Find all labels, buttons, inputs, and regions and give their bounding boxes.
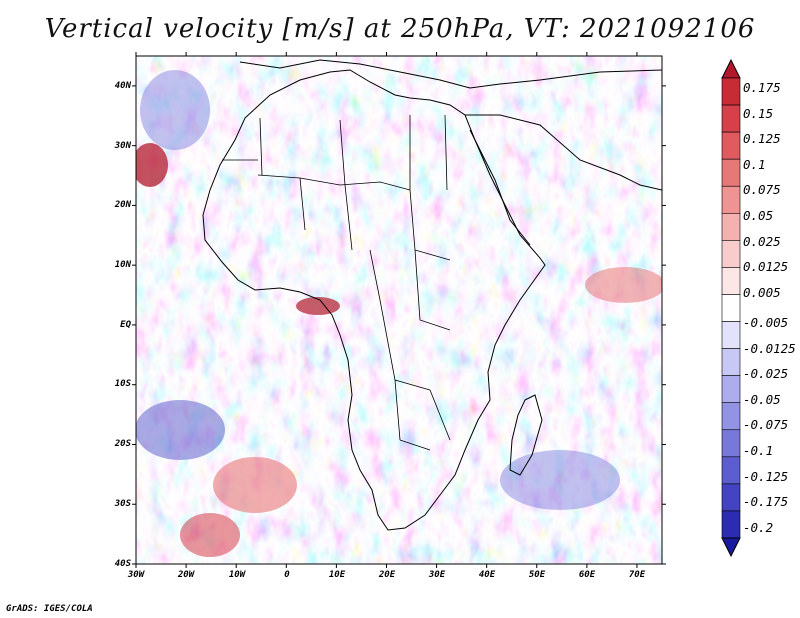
- red-sea-coastline: [469, 129, 531, 246]
- coastlines: [202, 59, 662, 531]
- y-tick-label: 20S: [114, 439, 132, 449]
- x-tick-label: 30E: [428, 570, 446, 580]
- colorbar-segment: [721, 267, 741, 295]
- chart-title: Vertical velocity [m/s] at 250hPa, VT: 2…: [44, 14, 756, 44]
- colorbar-label: 0.05: [743, 208, 773, 223]
- colorbar-segment: [721, 77, 741, 106]
- y-tick-label: 40N: [115, 81, 132, 91]
- colorbar-segment: [721, 185, 741, 214]
- colorbar-segment: [721, 429, 741, 458]
- feature-descent-south-atlantic: [136, 400, 225, 460]
- y-tick-label: 40S: [115, 559, 132, 569]
- plot-frame: [135, 55, 663, 565]
- x-tick-label: 50E: [529, 570, 546, 580]
- y-tick-label: 10S: [115, 379, 132, 389]
- colorbar-segment: [721, 375, 741, 404]
- colorbar-label: -0.05: [743, 392, 781, 407]
- colorbar-label: 0.125: [743, 131, 781, 146]
- africa-coastline: [202, 69, 546, 531]
- colorbar-segment: [721, 240, 741, 268]
- colorbar-label: 0.0125: [743, 259, 788, 274]
- colorbar-segment: [721, 456, 741, 485]
- x-tick-label: 10W: [229, 570, 247, 580]
- colorbar-segment: [721, 294, 741, 322]
- mediterranean-north-coast: [239, 59, 662, 89]
- colorbar-label: 0.075: [743, 182, 781, 197]
- colorbar-segment: [721, 158, 741, 187]
- colorbar-label: -0.075: [743, 417, 788, 432]
- feature-ascent-sw-corner: [180, 513, 240, 557]
- colorbar-label: 0.175: [743, 80, 781, 95]
- colorbar-label: -0.025: [743, 366, 788, 381]
- y-tick-label: 20N: [114, 200, 132, 210]
- x-tick-label: 0: [284, 570, 290, 580]
- x-tick-label: 20E: [378, 570, 396, 580]
- grads-credit: GrADS: IGES/COLA: [6, 604, 93, 614]
- colorbar-label: -0.175: [743, 494, 788, 509]
- x-tick-label: 30W: [127, 570, 146, 580]
- colorbar-label: 0.15: [743, 106, 773, 121]
- x-tick-label: 10E: [329, 570, 346, 580]
- colorbar-bottom-arrow: [721, 537, 741, 558]
- colorbar-label: -0.2: [743, 520, 773, 535]
- y-tick-label: 30N: [114, 141, 132, 151]
- y-tick-label: 30S: [114, 499, 132, 509]
- border-lines: [222, 114, 451, 451]
- feature-ascent-arabian-sea: [585, 267, 662, 303]
- x-tick-label: 60E: [579, 570, 596, 580]
- colorbar-label: 0.025: [743, 234, 781, 249]
- colorbar: [721, 58, 741, 558]
- madagascar-coastline: [509, 394, 543, 476]
- colorbar-segment: [721, 212, 741, 241]
- y-tick-label: EQ: [120, 320, 131, 330]
- axis-ticks: [132, 52, 666, 568]
- feature-ascent-west-atlantic: [136, 143, 168, 187]
- colorbar-segment: [721, 131, 741, 160]
- x-tick-label: 20W: [177, 570, 196, 580]
- y-tick-label: 10N: [115, 260, 132, 270]
- velocity-field: [136, 56, 662, 564]
- colorbar-label: -0.125: [743, 469, 788, 484]
- y-axis-labels: 40N 30N 20N 10N EQ 10S 20S 30S 40S: [114, 81, 132, 569]
- colorbar-top-arrow: [721, 58, 741, 79]
- arabia-coastline: [465, 114, 662, 191]
- x-tick-label: 70E: [629, 570, 646, 580]
- colorbar-labels: 0.175 0.15 0.125 0.1 0.075 0.05 0.025 0.…: [743, 80, 796, 535]
- colorbar-segment: [721, 348, 741, 376]
- feature-descent-north-atlantic: [140, 70, 210, 150]
- feature-ascent-south-atlantic: [213, 457, 297, 513]
- colorbar-segment: [721, 104, 741, 133]
- x-axis-labels: 30W 20W 10W 0 10E 20E 30E 40E 50E 60E 70…: [127, 570, 646, 580]
- feature-descent-indian-ocean: [500, 450, 620, 510]
- colorbar-label: -0.1: [743, 443, 773, 458]
- colorbar-segment: [721, 321, 741, 349]
- x-tick-label: 40E: [479, 570, 496, 580]
- colorbar-segment: [721, 402, 741, 431]
- colorbar-segment: [721, 510, 741, 539]
- colorbar-label: 0.1: [743, 157, 766, 172]
- colorbar-label: -0.0125: [743, 341, 796, 356]
- colorbar-segment: [721, 483, 741, 512]
- colorbar-label: 0.005: [743, 285, 781, 300]
- colorbar-label: -0.005: [743, 315, 788, 330]
